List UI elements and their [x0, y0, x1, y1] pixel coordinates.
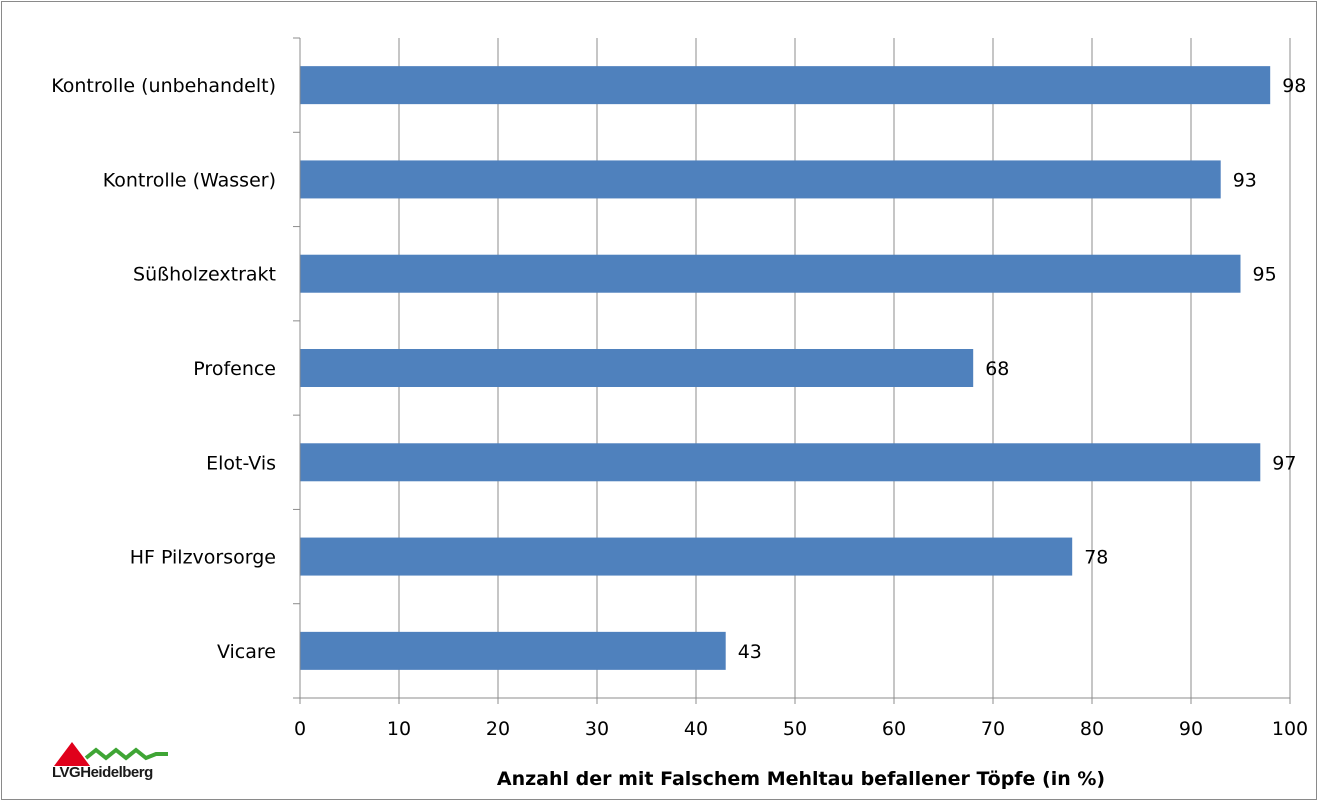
x-tick-label: 80 — [1080, 718, 1104, 740]
bar — [300, 631, 726, 670]
data-label: 43 — [738, 641, 762, 663]
tick-labels: 0 10 20 30 40 50 60 70 80 90 100 — [294, 718, 1308, 740]
logo-text: LVGHeidelberg — [52, 764, 153, 781]
bar — [300, 349, 974, 387]
data-label: 78 — [1084, 547, 1108, 569]
logo-mark-icon — [54, 742, 168, 766]
category-label: Süßholzextrakt — [133, 264, 276, 286]
gridlines — [398, 38, 1291, 698]
x-axis-title: Anzahl der mit Falschem Mehltau befallen… — [497, 768, 1105, 790]
data-labels: 98 93 95 68 97 78 43 — [738, 75, 1307, 663]
data-label: 98 — [1282, 75, 1306, 97]
category-label: Elot-Vis — [206, 452, 276, 474]
logo-roof-icon — [54, 742, 90, 766]
x-tick-label: 50 — [783, 718, 807, 740]
bar — [300, 254, 1241, 293]
category-label: HF Pilzvorsorge — [130, 547, 276, 569]
category-label: Kontrolle (Wasser) — [103, 169, 276, 191]
bar — [300, 443, 1261, 482]
x-tick-label: 90 — [1179, 718, 1203, 740]
data-label: 93 — [1233, 169, 1257, 191]
bar — [300, 66, 1271, 105]
category-label: Profence — [193, 358, 276, 380]
x-tick-label: 40 — [684, 718, 708, 740]
logo-text-lvg: LVG — [52, 764, 81, 781]
lvg-heidelberg-logo: LVGHeidelberg — [52, 738, 172, 788]
category-label: Kontrolle (unbehandelt) — [51, 75, 276, 97]
x-tick-label: 0 — [294, 718, 306, 740]
category-label: Vicare — [217, 641, 276, 663]
bar — [300, 537, 1073, 576]
data-label: 68 — [985, 358, 1009, 380]
data-label: 95 — [1253, 264, 1277, 286]
x-tick-label: 10 — [387, 718, 411, 740]
x-tick-label: 60 — [882, 718, 906, 740]
logo-text-place: Heidelberg — [80, 764, 153, 781]
bar — [300, 160, 1221, 199]
axes — [293, 37, 1291, 704]
x-tick-label: 70 — [981, 718, 1005, 740]
category-labels: Kontrolle (unbehandelt) Kontrolle (Wasser… — [51, 75, 276, 663]
logo-wave-icon — [84, 747, 168, 761]
x-tick-label: 100 — [1272, 718, 1308, 740]
x-tick-label: 20 — [486, 718, 510, 740]
x-tick-label: 30 — [585, 718, 609, 740]
bars — [300, 66, 1271, 670]
data-label: 97 — [1272, 452, 1296, 474]
